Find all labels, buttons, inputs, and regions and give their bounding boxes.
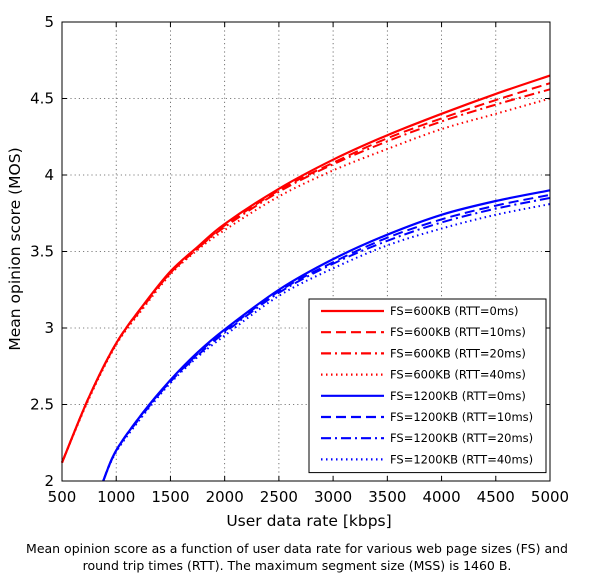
y-axis-label: Mean opinion score (MOS) bbox=[6, 147, 24, 350]
ticks: 500 1000 1500 2000 2500 3000 3500 4000 4500 5000 2… bbox=[30, 13, 569, 506]
x-tick-label: 1500 bbox=[151, 488, 189, 506]
series-layer bbox=[60, 74, 551, 482]
chart: 500 1000 1500 2000 2500 3000 3500 4000 4500 5000 2… bbox=[6, 13, 569, 530]
x-tick-label: 3500 bbox=[368, 488, 406, 506]
y-tick-label: 2 bbox=[44, 472, 54, 490]
figure-caption: Mean opinion score as a function of user… bbox=[26, 541, 568, 573]
x-tick-label: 4000 bbox=[422, 488, 460, 506]
legend-label: FS=600KB (RTT=40ms) bbox=[390, 368, 526, 382]
y-tick-label: 3 bbox=[44, 319, 54, 337]
x-tick-label: 4500 bbox=[477, 488, 515, 506]
x-tick-label: 5000 bbox=[531, 488, 569, 506]
y-tick-label: 4 bbox=[44, 166, 54, 184]
x-axis-label: User data rate [kbps] bbox=[226, 512, 391, 530]
series-line bbox=[102, 193, 551, 482]
legend-label: FS=600KB (RTT=20ms) bbox=[390, 346, 526, 360]
y-tick-label: 3.5 bbox=[30, 243, 54, 261]
x-tick-label: 2000 bbox=[206, 488, 244, 506]
y-tick-label: 2.5 bbox=[30, 396, 54, 414]
legend-label: FS=600KB (RTT=10ms) bbox=[390, 325, 526, 339]
legend-label: FS=1200KB (RTT=20ms) bbox=[390, 431, 533, 445]
y-tick-label: 5 bbox=[44, 13, 54, 31]
x-tick-label: 1000 bbox=[97, 488, 135, 506]
x-tick-label: 3000 bbox=[314, 488, 352, 506]
y-tick-label: 4.5 bbox=[30, 90, 54, 108]
legend-label: FS=1200KB (RTT=0ms) bbox=[390, 389, 526, 403]
series-line bbox=[61, 82, 551, 464]
x-tick-label: 2500 bbox=[260, 488, 298, 506]
legend: FS=600KB (RTT=0ms) FS=600KB (RTT=10ms) FS=… bbox=[308, 298, 547, 474]
legend-label: FS=1200KB (RTT=10ms) bbox=[390, 410, 533, 424]
x-tick-label: 500 bbox=[48, 488, 77, 506]
legend-box bbox=[308, 298, 547, 474]
legend-label: FS=600KB (RTT=0ms) bbox=[390, 304, 519, 318]
legend-label: FS=1200KB (RTT=40ms) bbox=[390, 452, 533, 466]
